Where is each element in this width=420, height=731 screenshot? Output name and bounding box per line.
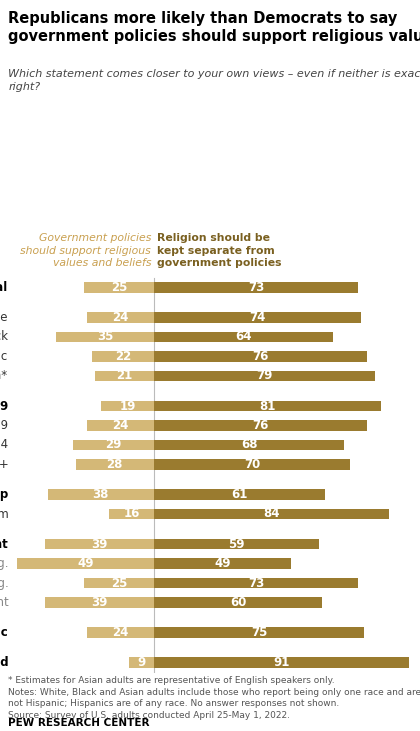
Bar <box>154 332 333 342</box>
Bar <box>92 351 154 362</box>
Text: 76: 76 <box>252 350 268 363</box>
Bar <box>87 420 154 431</box>
Text: 25: 25 <box>111 281 127 294</box>
Text: 39: 39 <box>91 596 108 609</box>
Text: Protestant: Protestant <box>0 537 8 550</box>
Text: White evang.: White evang. <box>0 557 8 570</box>
Text: 64: 64 <box>235 330 252 344</box>
Bar <box>154 459 350 470</box>
Text: * Estimates for Asian adults are representative of English speakers only.
Notes:: * Estimates for Asian adults are represe… <box>8 676 420 719</box>
Text: 73: 73 <box>248 577 264 589</box>
Text: 21: 21 <box>116 369 133 382</box>
Bar <box>154 627 364 638</box>
Bar <box>129 657 154 668</box>
Text: 50-64: 50-64 <box>0 439 8 452</box>
Text: 29: 29 <box>105 439 121 452</box>
Text: 25: 25 <box>111 577 127 589</box>
Bar <box>76 459 154 470</box>
Text: 60: 60 <box>230 596 246 609</box>
Text: 39: 39 <box>91 537 108 550</box>
Bar <box>17 558 154 569</box>
Text: 73: 73 <box>248 281 264 294</box>
Bar <box>84 577 154 588</box>
Text: Republicans more likely than Democrats to say
government policies should support: Republicans more likely than Democrats t… <box>8 11 420 44</box>
Bar <box>87 312 154 323</box>
Bar <box>84 282 154 292</box>
Text: PEW RESEARCH CENTER: PEW RESEARCH CENTER <box>8 718 150 728</box>
Text: 65+: 65+ <box>0 458 8 471</box>
Text: 24: 24 <box>112 419 129 432</box>
Bar <box>154 657 409 668</box>
Bar <box>154 539 319 550</box>
Text: Religion should be
kept separate from
government policies: Religion should be kept separate from go… <box>157 233 281 268</box>
Bar <box>45 539 154 550</box>
Text: Black: Black <box>0 330 8 344</box>
Text: 79: 79 <box>257 369 273 382</box>
Text: 59: 59 <box>228 537 245 550</box>
Bar <box>154 509 389 519</box>
Bar <box>95 371 154 382</box>
Text: Dem/Lean Dem: Dem/Lean Dem <box>0 507 8 520</box>
Text: 70: 70 <box>244 458 260 471</box>
Text: White, non-evang.: White, non-evang. <box>0 577 8 589</box>
Text: 74: 74 <box>249 311 266 324</box>
Text: Hispanic: Hispanic <box>0 350 8 363</box>
Bar <box>56 332 154 342</box>
Bar <box>87 627 154 638</box>
Text: White: White <box>0 311 8 324</box>
Bar <box>154 558 291 569</box>
Bar <box>154 351 367 362</box>
Text: 38: 38 <box>93 488 109 501</box>
Text: 28: 28 <box>107 458 123 471</box>
Bar <box>73 439 154 450</box>
Text: 68: 68 <box>241 439 257 452</box>
Text: 30-49: 30-49 <box>0 419 8 432</box>
Bar <box>154 282 358 292</box>
Text: 35: 35 <box>97 330 113 344</box>
Text: 61: 61 <box>231 488 247 501</box>
Text: Total: Total <box>0 281 8 294</box>
Text: 49: 49 <box>77 557 94 570</box>
Text: Catholic: Catholic <box>0 626 8 639</box>
Text: Rep/Lean Rep: Rep/Lean Rep <box>0 488 8 501</box>
Bar <box>45 597 154 608</box>
Text: 84: 84 <box>263 507 280 520</box>
Bar <box>154 401 381 412</box>
Bar <box>154 577 358 588</box>
Text: 9: 9 <box>137 656 145 670</box>
Text: 24: 24 <box>112 311 129 324</box>
Bar <box>47 489 154 500</box>
Bar <box>154 312 361 323</box>
Text: 76: 76 <box>252 419 268 432</box>
Text: Ages 18-29: Ages 18-29 <box>0 400 8 412</box>
Text: 24: 24 <box>112 626 129 639</box>
Bar <box>154 489 325 500</box>
Text: 91: 91 <box>273 656 289 670</box>
Bar <box>101 401 154 412</box>
Text: 75: 75 <box>251 626 267 639</box>
Text: Government policies
should support religious
values and beliefs: Government policies should support relig… <box>21 233 151 268</box>
Text: 22: 22 <box>115 350 131 363</box>
Text: 49: 49 <box>214 557 231 570</box>
Bar <box>154 597 322 608</box>
Text: 16: 16 <box>123 507 140 520</box>
Bar <box>154 420 367 431</box>
Text: 19: 19 <box>119 400 136 412</box>
Bar <box>154 371 375 382</box>
Bar <box>109 509 154 519</box>
Bar <box>154 439 344 450</box>
Text: Black Protestant: Black Protestant <box>0 596 8 609</box>
Text: Asian*: Asian* <box>0 369 8 382</box>
Text: Religiously unaffiliated: Religiously unaffiliated <box>0 656 8 670</box>
Text: Which statement comes closer to your own views – even if neither is exactly
righ: Which statement comes closer to your own… <box>8 69 420 92</box>
Text: 81: 81 <box>259 400 276 412</box>
